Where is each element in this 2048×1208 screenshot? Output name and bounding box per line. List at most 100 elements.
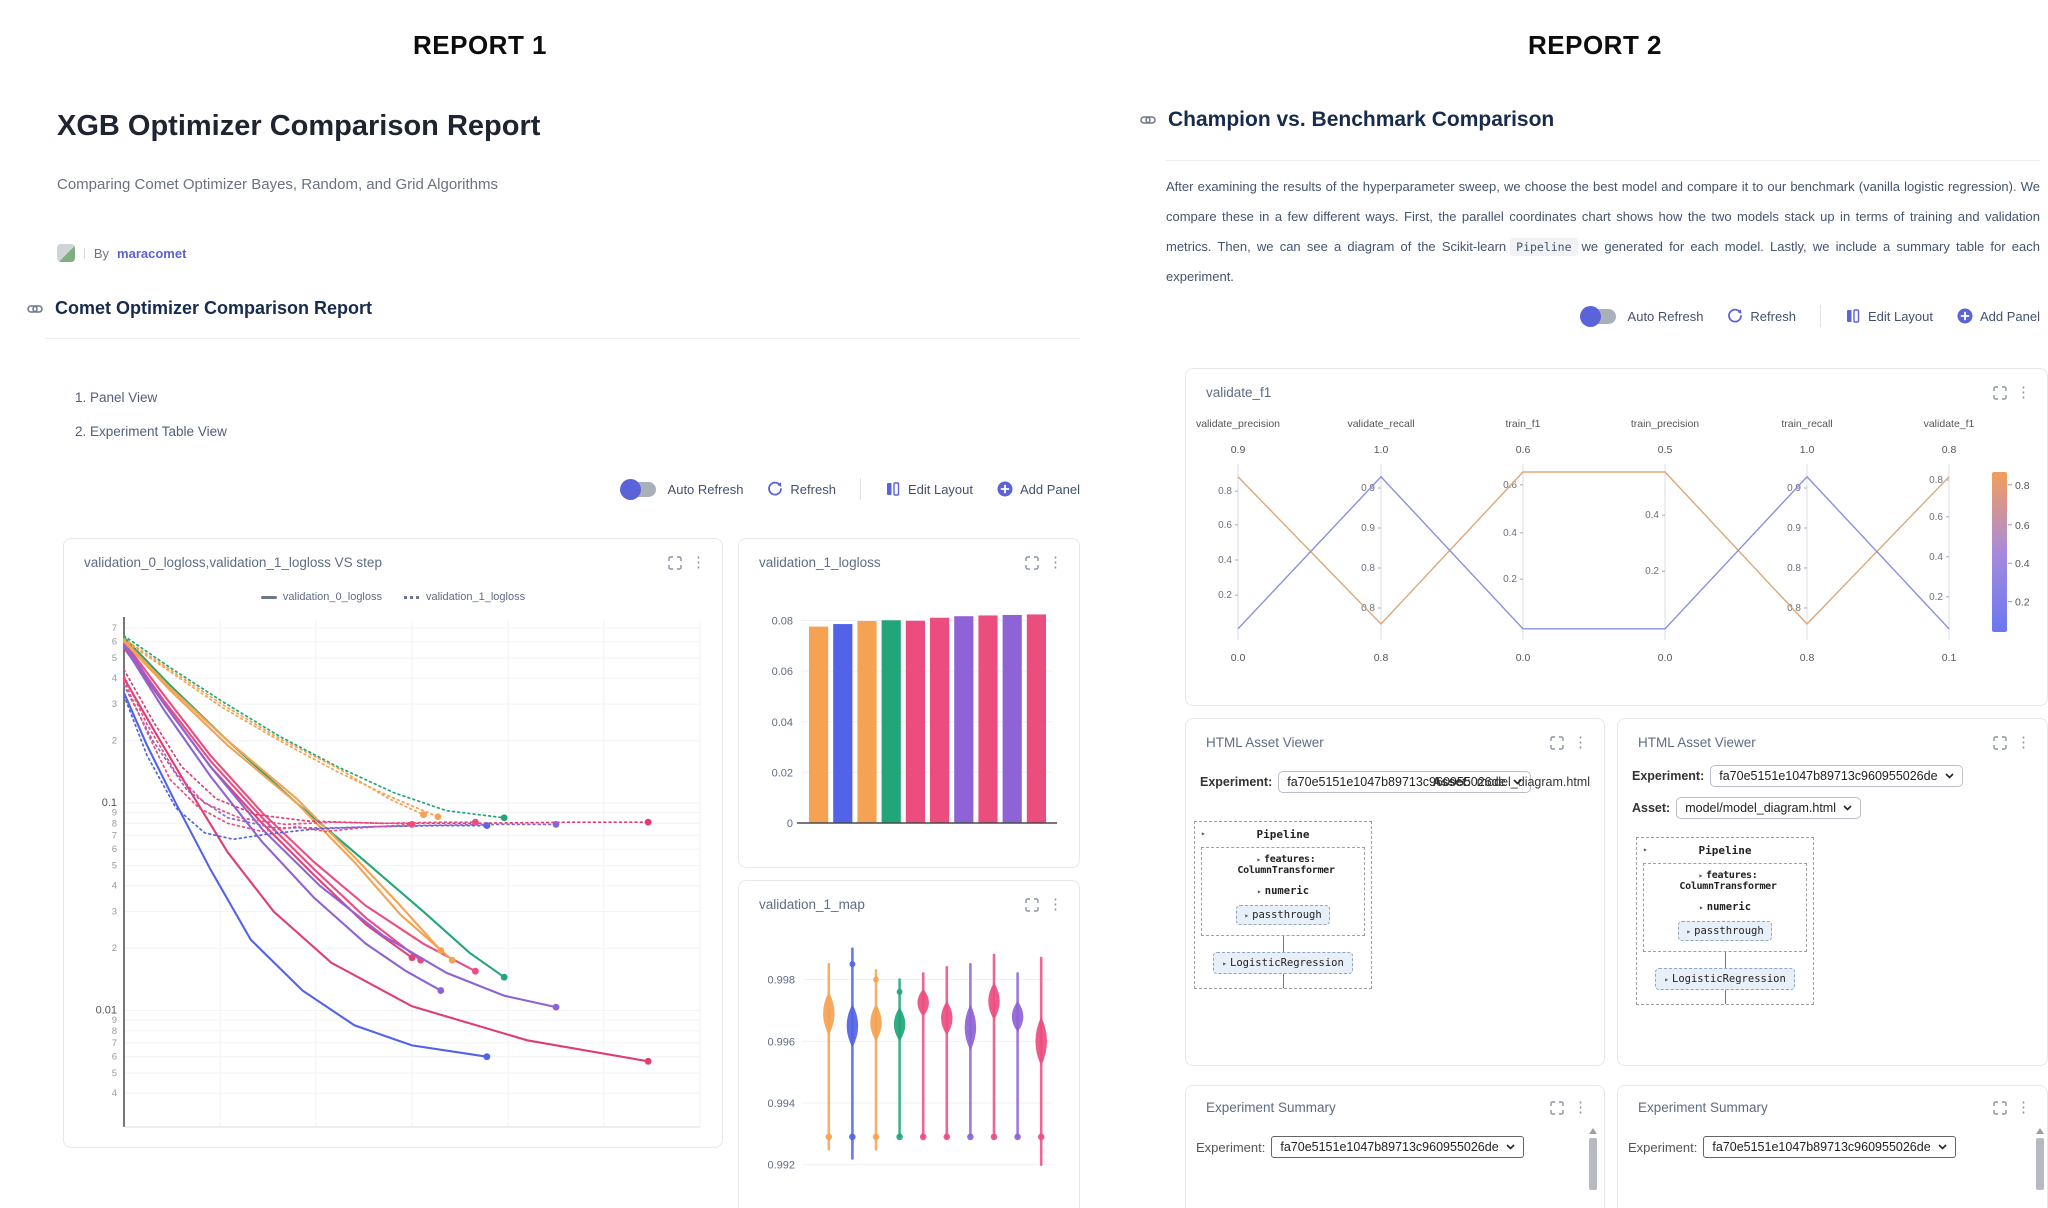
panel-menu-icon[interactable]: ⋮ (1573, 734, 1588, 751)
fullscreen-icon[interactable] (667, 555, 683, 571)
panel-title: validate_f1 (1206, 385, 1272, 400)
svg-text:0.8: 0.8 (1361, 603, 1375, 614)
chart-legend: validation_0_logloss validation_1_loglos… (64, 591, 722, 603)
fullscreen-icon[interactable] (1992, 385, 2008, 401)
pipeline-features[interactable]: ▸ features: ColumnTransformer (1679, 870, 1777, 892)
experiment-select[interactable]: fa70e5151e1047b89713c960955026de (1271, 1136, 1524, 1158)
edit-layout-icon (886, 482, 900, 496)
author-avatar (57, 244, 75, 262)
author-link[interactable]: maracomet (117, 245, 187, 261)
asset-select[interactable]: model/model_diagram.html (1676, 797, 1861, 819)
refresh-button[interactable]: Refresh (767, 481, 836, 497)
svg-text:0.8: 0.8 (1800, 652, 1815, 664)
panel-validate-f1-parcoords[interactable]: validate_f1 ⋮ validate_precision 0.9 0.0 0.… (1185, 368, 2048, 706)
panel-menu-icon[interactable]: ⋮ (2016, 1099, 2031, 1116)
pipeline-passthrough[interactable]: ▸ passthrough (1236, 905, 1330, 925)
experiment-select[interactable]: fa70e5151e1047b89713c960955026de (1278, 771, 1531, 793)
auto-refresh-toggle[interactable] (619, 478, 656, 500)
expander-icon[interactable]: ▸ (1643, 845, 1648, 854)
expander-icon: ▸ (1686, 927, 1692, 936)
panel-menu-icon[interactable]: ⋮ (1048, 896, 1063, 913)
panel-menu-icon[interactable]: ⋮ (2016, 384, 2031, 401)
svg-text:train_f1: train_f1 (1505, 418, 1540, 430)
svg-text:5: 5 (112, 1068, 117, 1079)
panel-title: validation_1_logloss (759, 555, 881, 570)
panel-menu-icon[interactable]: ⋮ (1048, 554, 1063, 571)
panel-menu-icon[interactable]: ⋮ (2016, 734, 2031, 751)
pipeline-numeric[interactable]: ▸ numeric (1256, 885, 1310, 897)
svg-text:3: 3 (112, 699, 117, 710)
panel-experiment-summary-left[interactable]: Experiment Summary ⋮ Experiment: fa70e51… (1185, 1085, 1605, 1208)
panel-menu-icon[interactable]: ⋮ (691, 554, 706, 571)
pipeline-features[interactable]: ▸ features: ColumnTransformer (1237, 854, 1335, 876)
svg-text:0.8: 0.8 (1361, 563, 1375, 574)
svg-text:validate_recall: validate_recall (1347, 418, 1414, 430)
pipeline-root[interactable]: ▸ Pipeline (1643, 844, 1752, 857)
edit-layout-button[interactable]: Edit Layout (1845, 308, 1933, 324)
inline-code-pipeline: Pipeline (1510, 238, 1578, 256)
panel-html-asset-viewer-left[interactable]: HTML Asset Viewer ⋮ Experiment: fa70e515… (1185, 718, 1605, 1066)
toggle-knob (1579, 305, 1601, 327)
experiment-label: Experiment: (1196, 1139, 1266, 1155)
svg-text:0.994: 0.994 (767, 1098, 795, 1110)
refresh-button[interactable]: Refresh (1727, 308, 1796, 324)
vertical-scrollbar[interactable] (2035, 1128, 2045, 1208)
pipeline-logistic-regression[interactable]: ▸ LogisticRegression (1213, 952, 1353, 974)
auto-refresh-toggle[interactable] (1579, 305, 1616, 327)
panel-title: validation_1_map (759, 897, 865, 912)
edit-layout-button[interactable]: Edit Layout (885, 481, 973, 497)
toc-item-panel-view[interactable]: 1. Panel View (75, 390, 158, 405)
pipeline-numeric[interactable]: ▸ numeric (1698, 901, 1752, 913)
svg-text:0.9: 0.9 (1361, 523, 1375, 534)
asset-label: Asset: (1632, 801, 1671, 815)
svg-text:8: 8 (112, 818, 117, 829)
fullscreen-icon[interactable] (1549, 1100, 1565, 1116)
svg-text:0.2: 0.2 (1929, 592, 1943, 603)
panel-validation-1-map[interactable]: validation_1_map ⋮ 0.998 0.996 0.994 0.992 (738, 880, 1080, 1208)
panel-html-asset-viewer-right[interactable]: HTML Asset Viewer ⋮ Experiment: fa70e515… (1617, 718, 2048, 1066)
expander-icon: ▸ (1664, 975, 1670, 984)
svg-text:0.9: 0.9 (1361, 483, 1375, 494)
panel-title: validation_0_logloss,validation_1_loglos… (84, 555, 382, 570)
pipeline-logistic-regression[interactable]: ▸ LogisticRegression (1655, 968, 1795, 990)
fullscreen-icon[interactable] (1024, 555, 1040, 571)
panel-logloss-vs-step[interactable]: validation_0_logloss,validation_1_loglos… (63, 538, 723, 1148)
scroll-up-arrow[interactable] (1589, 1128, 1597, 1134)
toc-item-experiment-table-view[interactable]: 2. Experiment Table View (75, 424, 227, 439)
experiment-select[interactable]: fa70e5151e1047b89713c960955026de (1703, 1136, 1956, 1158)
fullscreen-icon[interactable] (1024, 897, 1040, 913)
fullscreen-icon[interactable] (1992, 1100, 2008, 1116)
pipeline-root[interactable]: ▸ Pipeline (1201, 828, 1310, 841)
svg-text:8: 8 (112, 1026, 117, 1037)
link-icon[interactable] (27, 301, 43, 317)
svg-text:0.6: 0.6 (2015, 520, 2030, 532)
experiment-label: Experiment: (1200, 775, 1273, 789)
asset-field: Asset: model_diagram.html (1433, 775, 1590, 789)
sklearn-pipeline-diagram: ▸ Pipeline ▸ features: ColumnTransformer ▸… (1636, 837, 1814, 1005)
svg-text:0.992: 0.992 (767, 1160, 795, 1172)
expander-icon[interactable]: ▸ (1201, 829, 1206, 838)
svg-text:0.0: 0.0 (1516, 652, 1531, 664)
panel-experiment-summary-right[interactable]: Experiment Summary ⋮ Experiment: fa70e51… (1617, 1085, 2048, 1208)
legend-swatch-dotted (404, 595, 420, 599)
svg-text:0.998: 0.998 (767, 975, 795, 987)
vertical-scrollbar[interactable] (1588, 1128, 1598, 1208)
svg-text:6: 6 (112, 844, 117, 855)
scrollbar-thumb[interactable] (1589, 1138, 1597, 1190)
fullscreen-icon[interactable] (1992, 735, 2008, 751)
experiment-select[interactable]: fa70e5151e1047b89713c960955026de (1710, 765, 1963, 787)
toggle-knob (619, 478, 641, 500)
add-panel-button[interactable]: Add Panel (997, 481, 1080, 497)
add-panel-button[interactable]: Add Panel (1957, 308, 2040, 324)
pipeline-passthrough[interactable]: ▸ passthrough (1678, 921, 1772, 941)
scrollbar-thumb[interactable] (2036, 1138, 2044, 1190)
scroll-up-arrow[interactable] (2036, 1128, 2044, 1134)
fullscreen-icon[interactable] (1549, 735, 1565, 751)
link-icon[interactable] (1140, 112, 1156, 128)
expander-icon: ▸ (1244, 911, 1250, 920)
sklearn-pipeline-diagram: ▸ Pipeline ▸ features: ColumnTransformer ▸… (1194, 821, 1372, 989)
svg-text:9: 9 (112, 808, 117, 819)
panel-menu-icon[interactable]: ⋮ (1573, 1099, 1588, 1116)
report-2-section-header: Champion vs. Benchmark Comparison (1140, 108, 1554, 132)
panel-validation-1-logloss[interactable]: validation_1_logloss ⋮ 0 0.02 0.04 0.06 0.08 (738, 538, 1080, 868)
